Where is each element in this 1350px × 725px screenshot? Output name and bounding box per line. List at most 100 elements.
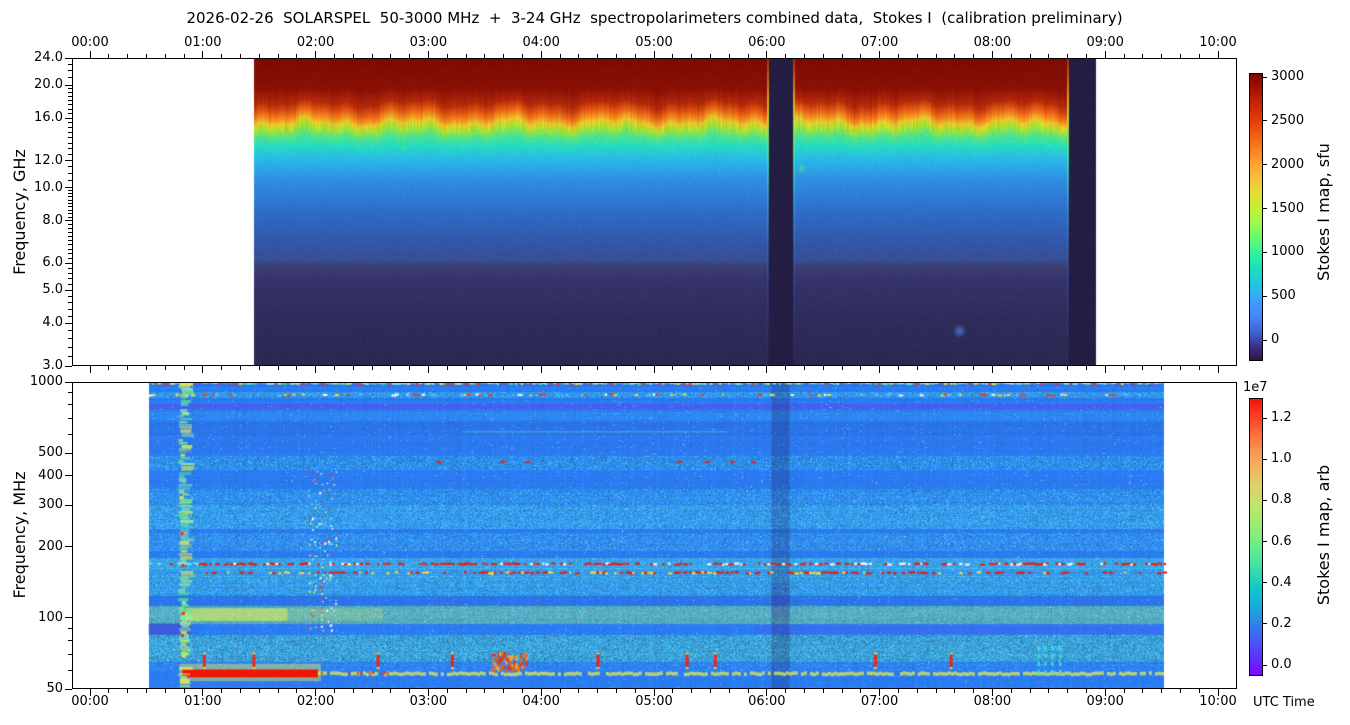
- y-tick-label: 4.0: [42, 315, 63, 331]
- x-minor-tick: [691, 366, 693, 370]
- x-minor-tick: [803, 366, 805, 370]
- cbar-tick-label: 0.6: [1271, 533, 1292, 549]
- y-major-tick: [65, 617, 72, 619]
- bottom-colorbar-label: Stokes I map, arb: [1314, 464, 1333, 606]
- x-minor-tick: [691, 54, 693, 58]
- x-minor-tick: [1067, 54, 1069, 58]
- x-minor-tick: [1179, 366, 1181, 370]
- y-major-tick: [65, 262, 72, 264]
- y-tick-label: 1000: [29, 374, 63, 389]
- x-major-tick: [1217, 366, 1219, 373]
- x-minor-tick: [1123, 54, 1125, 58]
- x-tick-label: 09:00: [1086, 35, 1124, 50]
- x-minor-tick: [409, 366, 411, 370]
- y-minor-tick: [68, 137, 72, 139]
- x-minor-tick: [333, 366, 335, 370]
- y-major-tick: [65, 475, 72, 477]
- x-minor-tick: [333, 689, 335, 693]
- y-minor-tick: [68, 338, 72, 340]
- y-minor-tick: [68, 308, 72, 310]
- x-minor-tick: [1029, 54, 1031, 58]
- x-minor-tick: [973, 366, 975, 370]
- cbar-tick: [1263, 76, 1267, 78]
- x-minor-tick: [145, 689, 147, 693]
- x-minor-tick: [672, 366, 674, 370]
- y-minor-tick: [68, 216, 72, 218]
- x-minor-tick: [559, 366, 561, 370]
- y-minor-tick: [68, 302, 72, 304]
- x-minor-tick: [183, 689, 185, 693]
- x-minor-tick: [503, 689, 505, 693]
- x-minor-tick: [258, 54, 260, 58]
- y-tick-label: 12.0: [34, 152, 63, 168]
- y-minor-tick: [68, 257, 72, 259]
- x-minor-tick: [709, 54, 711, 58]
- x-minor-tick: [954, 689, 956, 693]
- x-major-tick: [1104, 689, 1106, 696]
- x-major-tick: [89, 366, 91, 373]
- x-minor-tick: [634, 54, 636, 58]
- y-minor-tick: [68, 231, 72, 233]
- cbar-tick: [1263, 339, 1267, 341]
- x-minor-tick: [521, 689, 523, 693]
- x-minor-tick: [1085, 366, 1087, 370]
- x-minor-tick: [672, 689, 674, 693]
- x-minor-tick: [747, 366, 749, 370]
- x-tick-label: 10:00: [1199, 35, 1237, 50]
- y-minor-tick: [68, 248, 72, 250]
- x-minor-tick: [803, 689, 805, 693]
- x-minor-tick: [446, 54, 448, 58]
- y-minor-tick: [68, 148, 72, 150]
- x-minor-tick: [691, 689, 693, 693]
- x-major-tick: [879, 366, 881, 373]
- x-minor-tick: [296, 366, 298, 370]
- x-minor-tick: [709, 366, 711, 370]
- x-major-tick: [315, 366, 317, 373]
- cbar-tick-label: 2000: [1271, 156, 1305, 172]
- x-minor-tick: [503, 54, 505, 58]
- cbar-tick-label: 0.4: [1271, 574, 1292, 590]
- y-minor-tick: [68, 433, 72, 435]
- y-minor-tick: [68, 669, 72, 671]
- y-minor-tick: [68, 654, 72, 656]
- x-tick-label: 03:00: [409, 694, 448, 709]
- cbar-tick-label: 3000: [1271, 69, 1305, 84]
- y-major-tick: [65, 688, 72, 690]
- x-minor-tick: [559, 689, 561, 693]
- x-minor-tick: [935, 366, 937, 370]
- x-minor-tick: [239, 366, 241, 370]
- y-minor-tick: [68, 235, 72, 237]
- top-spectrogram-canvas: [72, 58, 1237, 366]
- x-minor-tick: [1179, 54, 1181, 58]
- x-major-tick: [766, 51, 768, 58]
- y-minor-tick: [68, 108, 72, 110]
- x-tick-label: 09:00: [1086, 694, 1124, 709]
- x-minor-tick: [183, 54, 185, 58]
- x-minor-tick: [785, 54, 787, 58]
- x-minor-tick: [1142, 54, 1144, 58]
- y-minor-tick: [68, 267, 72, 269]
- x-minor-tick: [390, 54, 392, 58]
- y-minor-tick: [68, 418, 72, 420]
- y-minor-tick: [68, 206, 72, 208]
- x-minor-tick: [164, 54, 166, 58]
- x-minor-tick: [465, 366, 467, 370]
- x-tick-label: 07:00: [860, 35, 899, 50]
- x-minor-tick: [841, 366, 843, 370]
- x-minor-tick: [1085, 689, 1087, 693]
- x-minor-tick: [615, 689, 617, 693]
- x-minor-tick: [258, 689, 260, 693]
- x-minor-tick: [503, 366, 505, 370]
- x-minor-tick: [521, 54, 523, 58]
- x-minor-tick: [897, 689, 899, 693]
- cbar-tick: [1263, 295, 1267, 297]
- x-minor-tick: [108, 54, 110, 58]
- x-minor-tick: [127, 689, 129, 693]
- y-minor-tick: [68, 273, 72, 275]
- x-minor-tick: [1198, 54, 1200, 58]
- x-minor-tick: [860, 689, 862, 693]
- x-tick-label: 01:00: [184, 694, 222, 709]
- y-minor-tick: [68, 202, 72, 204]
- bottom-spectrogram-canvas: [72, 382, 1237, 689]
- x-minor-tick: [634, 689, 636, 693]
